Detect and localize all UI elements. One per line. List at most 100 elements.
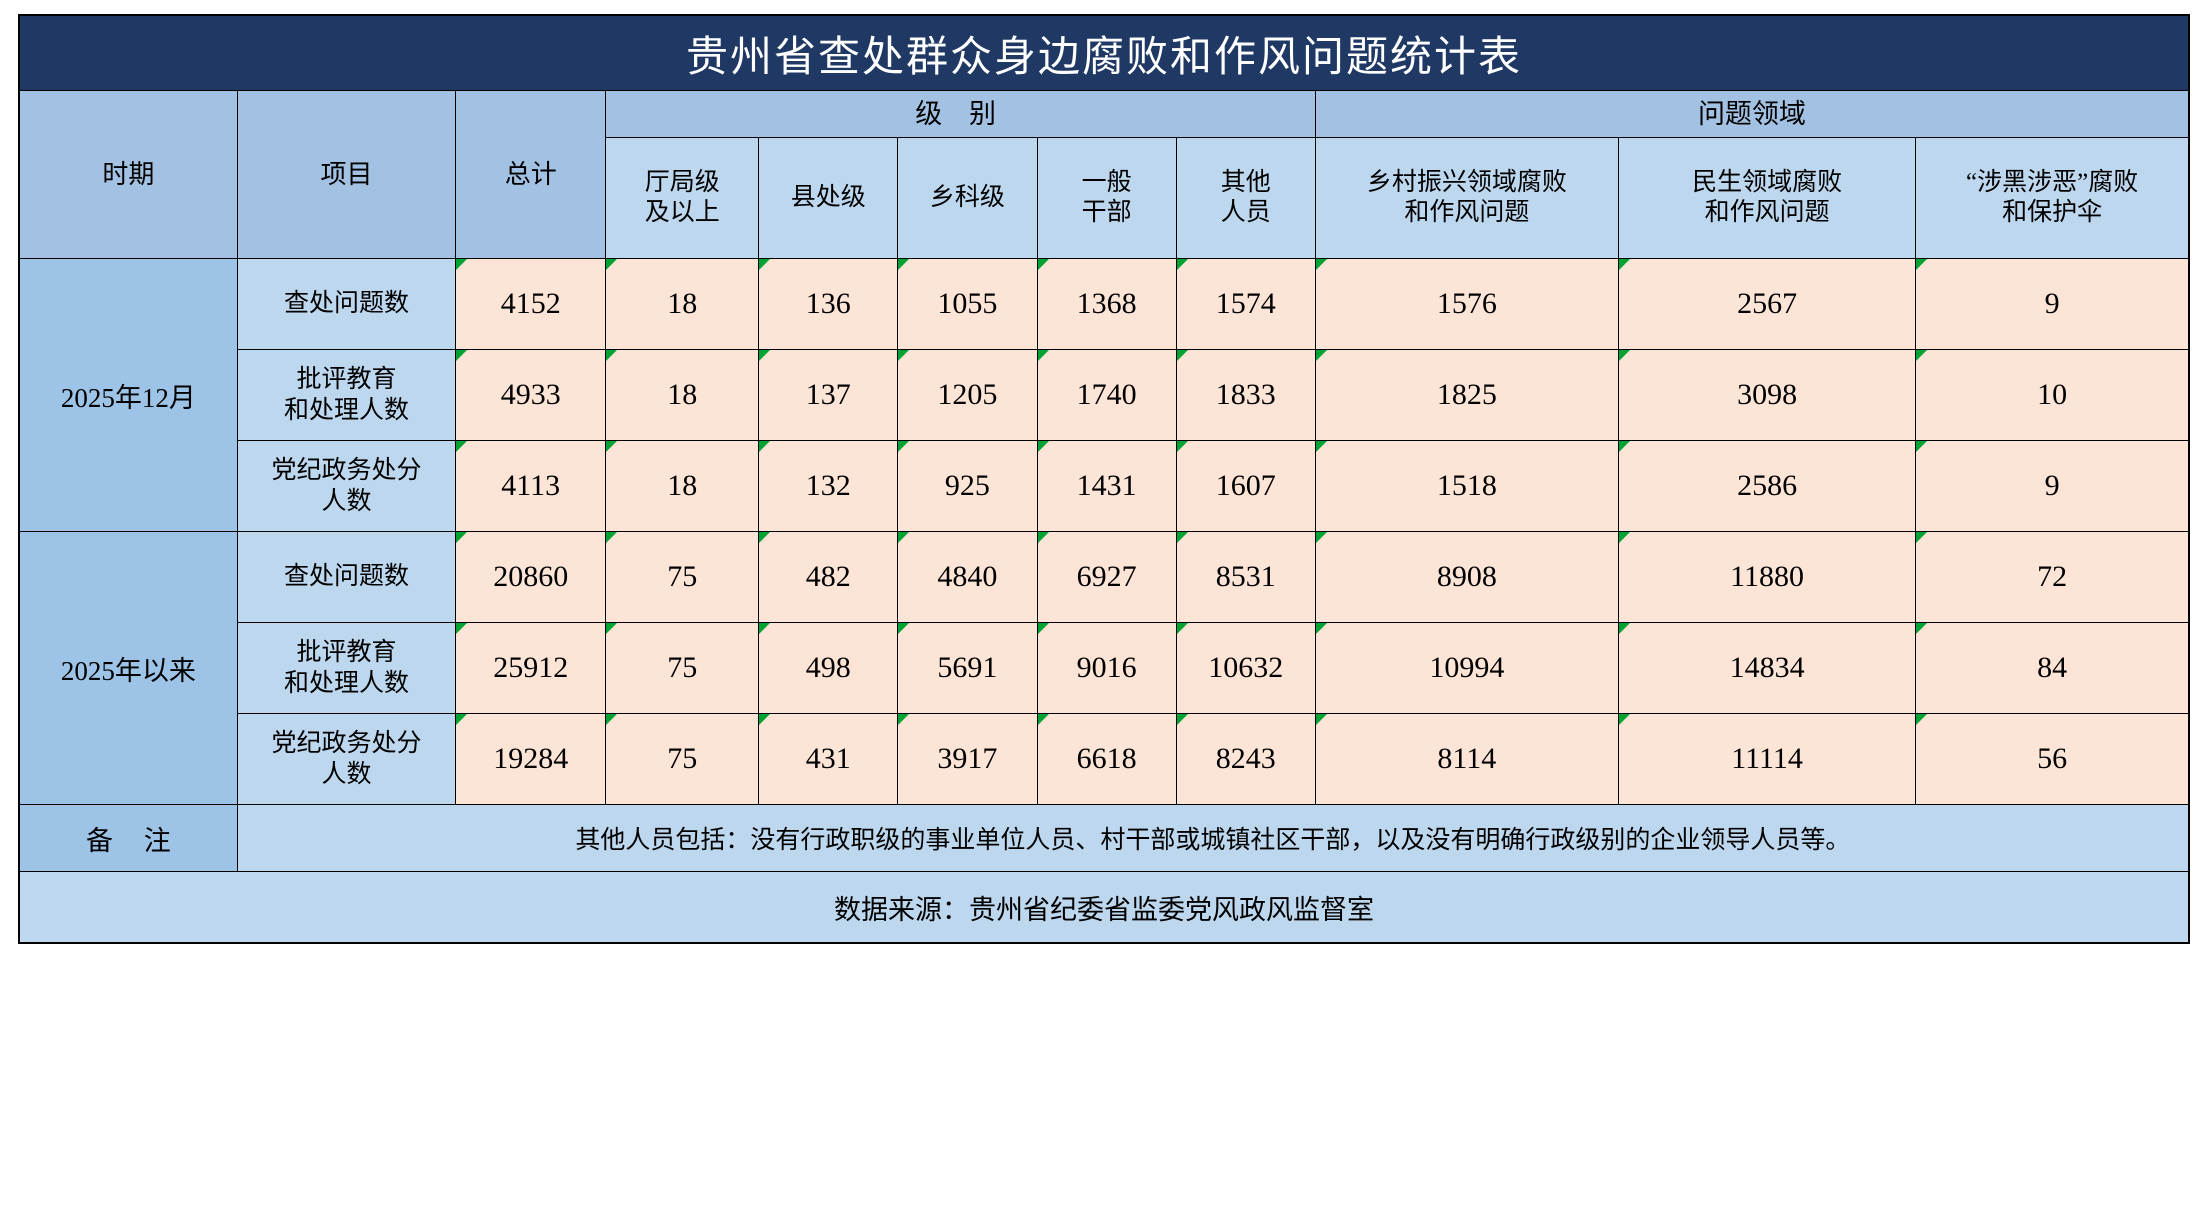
cell-value: 1607 xyxy=(1215,469,1276,502)
period-cell-0: 2025年12月 xyxy=(18,258,238,532)
error-flag-icon xyxy=(1916,441,1928,452)
domain-value-1-2-1: 11114 xyxy=(1617,713,1917,805)
error-flag-icon xyxy=(759,441,771,452)
column-header-domain-1: 民生领域腐败 和作风问题 xyxy=(1617,137,1917,259)
error-flag-icon xyxy=(1316,350,1327,361)
text-line: 乡科级 xyxy=(929,184,1005,211)
cell-value: 9016 xyxy=(1076,651,1137,684)
table-row: 2025年12月 查处问题数 4152 18 136 1055 1368 1574 1576 25… xyxy=(18,258,2190,532)
cell-value: 8531 xyxy=(1215,560,1276,593)
error-flag-icon xyxy=(1177,350,1188,361)
text-line: 党纪政务处分 xyxy=(271,456,422,484)
level-value-0-1-3: 1740 xyxy=(1036,349,1177,441)
error-flag-icon xyxy=(1177,441,1188,452)
header-row-sub: 厅局级 及以上 县处级 乡科级 一般 干部 其他 人员 乡村振兴领域腐败 和作风问题 民生领域腐败和… xyxy=(19,137,2190,259)
text-line: “涉黑涉恶”腐败 xyxy=(1966,169,2139,196)
cell-value: 1825 xyxy=(1436,378,1497,411)
level-value-1-0-2: 4840 xyxy=(897,531,1038,623)
cell-value: 2586 xyxy=(1737,469,1798,502)
cell-value: 18 xyxy=(667,287,698,320)
error-flag-icon xyxy=(606,441,618,452)
column-header-period: 时期 xyxy=(18,90,238,259)
cell-value: 498 xyxy=(805,651,851,684)
level-value-1-2-0: 75 xyxy=(605,713,760,805)
cell-value: 4113 xyxy=(501,469,561,502)
cell-value: 10 xyxy=(2037,378,2068,411)
text-line: 厅局级 xyxy=(644,169,720,196)
page-title: 贵州省查处群众身边腐败和作风问题统计表 xyxy=(18,14,2190,91)
level-value-0-2-1: 132 xyxy=(758,440,899,532)
error-flag-icon xyxy=(759,714,771,725)
cell-value: 137 xyxy=(805,378,851,411)
cell-value: 11114 xyxy=(1731,742,1803,775)
cell-value: 1368 xyxy=(1076,287,1137,320)
item-cell-0-0: 查处问题数 xyxy=(236,258,457,350)
error-flag-icon xyxy=(1619,350,1630,361)
total-value-0-0: 4152 xyxy=(455,258,607,350)
text-line: 查处问题数 xyxy=(284,290,410,318)
text-line: 人员 xyxy=(1220,199,1271,226)
error-flag-icon xyxy=(1177,259,1188,270)
level-value-1-2-1: 431 xyxy=(758,713,899,805)
cell-value: 9 xyxy=(2044,287,2060,320)
domain-value-0-0-2: 9 xyxy=(1915,258,2190,350)
domain-value-0-2-1: 2586 xyxy=(1617,440,1917,532)
text-line: 和处理人数 xyxy=(284,670,410,697)
column-header-level-2: 乡科级 xyxy=(897,137,1038,259)
table-row: 批评教育 和处理人数 4933 18 137 1205 1740 1833 1825 3098 10 xyxy=(19,349,2190,441)
level-value-0-2-0: 18 xyxy=(605,440,760,532)
level-value-1-2-2: 3917 xyxy=(897,713,1038,805)
text-line: 其他 xyxy=(1220,169,1271,196)
total-value-0-2: 4113 xyxy=(455,440,607,532)
cell-value: 10994 xyxy=(1429,651,1505,684)
text-line: 查处问题数 xyxy=(284,563,410,591)
cell-value: 14834 xyxy=(1729,651,1805,684)
error-flag-icon xyxy=(606,623,618,634)
column-header-level-4: 其他 人员 xyxy=(1175,137,1316,259)
error-flag-icon xyxy=(1619,259,1630,270)
text-line: 批评教育 xyxy=(296,638,397,666)
cell-value: 3098 xyxy=(1737,378,1798,411)
error-flag-icon xyxy=(1177,714,1188,725)
cell-value: 132 xyxy=(805,469,851,502)
domain-value-0-2-0: 1518 xyxy=(1314,440,1619,532)
title-row: 贵州省查处群众身边腐败和作风问题统计表 xyxy=(18,14,2190,91)
error-flag-icon xyxy=(898,714,910,725)
error-flag-icon xyxy=(1177,532,1188,543)
level-value-1-0-4: 8531 xyxy=(1175,531,1316,623)
cell-value: 1574 xyxy=(1215,287,1276,320)
error-flag-icon xyxy=(759,350,771,361)
error-flag-icon xyxy=(759,623,771,634)
cell-value: 75 xyxy=(667,560,698,593)
error-flag-icon xyxy=(1916,259,1928,270)
domain-value-1-0-1: 11880 xyxy=(1617,531,1917,623)
level-value-1-1-1: 498 xyxy=(758,622,899,714)
error-flag-icon xyxy=(1619,532,1630,543)
cell-value: 4933 xyxy=(500,378,561,411)
text-line: 干部 xyxy=(1081,199,1132,226)
cell-value: 4840 xyxy=(937,560,998,593)
text-line: 和处理人数 xyxy=(284,397,410,424)
error-flag-icon xyxy=(1619,441,1630,452)
data-source-text: 数据来源：贵州省纪委省监委党风政风监督室 xyxy=(18,871,2190,944)
source-row: 数据来源：贵州省纪委省监委党风政风监督室 xyxy=(18,871,2190,944)
cell-value: 8114 xyxy=(1437,742,1497,775)
error-flag-icon xyxy=(1916,350,1928,361)
domain-value-1-1-1: 14834 xyxy=(1617,622,1917,714)
column-header-total: 总计 xyxy=(455,90,607,259)
total-value-1-2: 19284 xyxy=(455,713,607,805)
level-value-0-0-3: 1368 xyxy=(1036,258,1177,350)
cell-value: 482 xyxy=(805,560,851,593)
error-flag-icon xyxy=(1916,532,1928,543)
cell-value: 8243 xyxy=(1215,742,1276,775)
level-value-0-1-1: 137 xyxy=(758,349,899,441)
error-flag-icon xyxy=(1316,259,1327,270)
cell-value: 1518 xyxy=(1436,469,1497,502)
level-value-0-1-0: 18 xyxy=(605,349,760,441)
error-flag-icon xyxy=(1038,623,1049,634)
column-header-item: 项目 xyxy=(236,90,457,259)
error-flag-icon xyxy=(1619,714,1630,725)
error-flag-icon xyxy=(456,714,468,725)
cell-value: 9 xyxy=(2044,469,2060,502)
